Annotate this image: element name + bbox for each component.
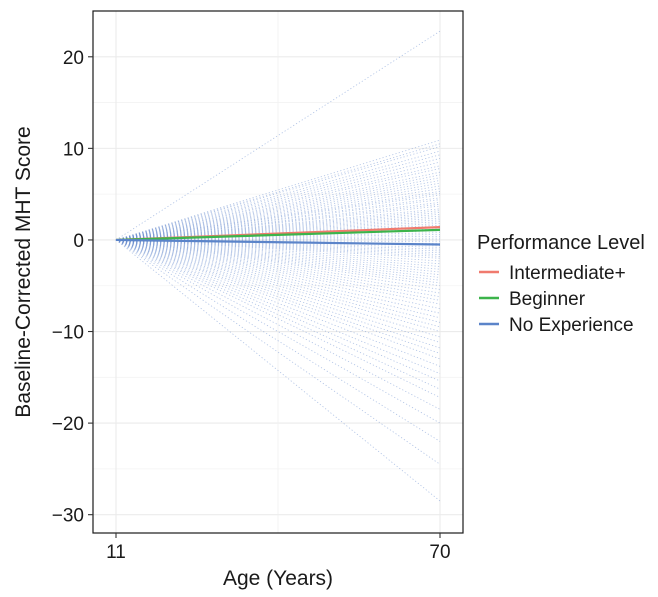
trajectory-line	[115, 239, 441, 310]
trajectory-line	[115, 239, 441, 284]
trajectory-line	[115, 168, 441, 241]
legend-label-0: Intermediate+	[509, 263, 626, 284]
y-tick-label: −30	[52, 506, 84, 527]
trajectory-line	[115, 239, 441, 375]
x-tick-label: 70	[429, 542, 450, 563]
trajectory-line	[115, 174, 441, 241]
trajectory-line	[115, 239, 441, 328]
legend-label-2: No Experience	[509, 315, 634, 336]
trajectory-line	[115, 239, 441, 343]
axis-ticks: −30 −20 −10 0 10 20 11 70	[52, 48, 451, 563]
trajectory-line	[115, 239, 441, 502]
trajectory-line	[115, 239, 441, 367]
trajectory-line	[115, 239, 441, 298]
legend-label-1: Beginner	[509, 289, 586, 310]
y-tick-label: 20	[63, 48, 84, 69]
trajectory-line	[115, 150, 441, 241]
trajectory-line	[115, 154, 441, 241]
trajectory-line	[115, 188, 441, 241]
y-tick-label: 0	[73, 231, 84, 252]
trajectory-line	[115, 199, 441, 241]
trajectory-line	[115, 165, 441, 241]
trajectory-line	[115, 161, 441, 241]
series-line-2	[115, 238, 441, 246]
trajectory-line	[115, 239, 441, 314]
trajectory-line	[115, 239, 441, 349]
trajectory-line	[115, 239, 441, 323]
trajectory-line	[115, 158, 441, 241]
trajectory-line	[115, 239, 441, 424]
trajectory-line	[115, 139, 441, 241]
trajectory-line	[115, 239, 441, 281]
trajectory-line	[115, 239, 441, 398]
trajectory-line	[115, 177, 441, 241]
series-lines	[115, 226, 441, 246]
y-tick-label: −10	[52, 323, 84, 344]
trajectory-line	[115, 239, 441, 319]
trajectory-line	[115, 239, 441, 442]
trajectory-line	[115, 239, 441, 290]
grid-layer	[93, 11, 463, 533]
trajectory-line	[115, 239, 441, 287]
trajectory-line	[115, 185, 441, 241]
trajectory-line	[115, 171, 441, 241]
trajectory-line	[115, 239, 441, 354]
y-tick-label: 10	[63, 139, 84, 160]
trajectory-line	[115, 239, 441, 294]
trajectory-line	[115, 194, 441, 241]
trajectory-line	[115, 239, 441, 382]
legend: Performance Level Intermediate+ Beginner N…	[477, 232, 645, 336]
trajectory-line	[115, 239, 441, 301]
trajectory-line	[115, 239, 441, 305]
series-line-1	[115, 228, 441, 242]
legend-items: Intermediate+ Beginner No Experience	[479, 263, 634, 336]
y-axis-title: Baseline-Corrected MHT Score	[12, 126, 35, 417]
y-tick-label: −20	[52, 414, 84, 435]
plot-panel-border	[92, 10, 464, 534]
trajectory-line	[115, 180, 441, 241]
x-tick-label: 11	[106, 542, 126, 563]
trajectory-line	[115, 239, 441, 465]
x-axis-title: Age (Years)	[223, 567, 333, 590]
legend-title: Performance Level	[477, 232, 645, 254]
trajectory-line	[115, 182, 441, 241]
individual-trajectories	[115, 30, 441, 502]
